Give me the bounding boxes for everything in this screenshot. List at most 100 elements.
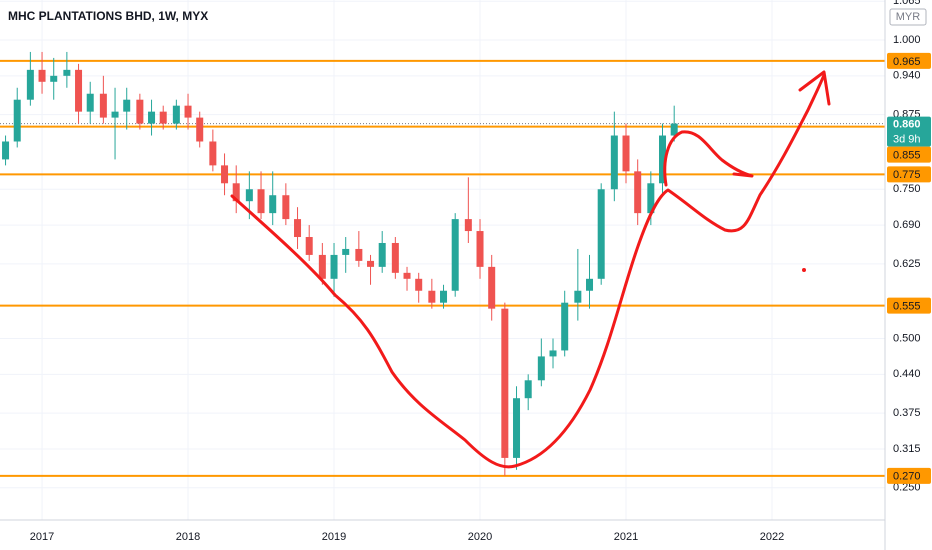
price-axis [885, 0, 932, 520]
candle-body [464, 219, 472, 232]
grid [0, 0, 885, 520]
x-tick-label: 2017 [30, 531, 54, 543]
candle-body [245, 189, 253, 202]
candle-body [2, 141, 10, 160]
candle-body [403, 272, 411, 279]
candle-body [38, 69, 46, 82]
candle-body [561, 302, 569, 351]
y-tick-label: 0.750 [893, 183, 921, 195]
candle-body [148, 111, 156, 124]
level-box [887, 146, 931, 163]
y-tick-label: 0.500 [893, 332, 921, 344]
x-tick-label: 2018 [176, 531, 200, 543]
level-label: 0.555 [893, 301, 921, 313]
dot [802, 268, 806, 272]
level-label: 0.855 [893, 149, 921, 161]
candle-body [294, 219, 302, 238]
candle-body [622, 135, 630, 172]
candle-body [99, 93, 107, 118]
candle-body [524, 380, 532, 399]
level-label: 0.270 [893, 471, 921, 483]
candle-body [367, 260, 375, 267]
candle-body [647, 183, 655, 214]
candle-body [136, 99, 144, 124]
candle-body [634, 171, 642, 214]
candle-body [75, 69, 83, 112]
last-price-label: 0.860 [893, 118, 921, 130]
handle-loop [663, 130, 754, 187]
candle-body [378, 242, 386, 267]
candle-body [342, 248, 350, 255]
y-tick-label: 1.000 [893, 34, 921, 46]
candle-body [597, 189, 605, 279]
y-tick-label: 1.065 [893, 0, 921, 7]
candle-body [549, 350, 557, 357]
candle-body [123, 99, 131, 112]
candle-body [391, 242, 399, 273]
currency-box [889, 8, 927, 26]
y-tick-label: 0.440 [893, 368, 921, 380]
candle-body [111, 111, 119, 118]
cup-drawing [230, 73, 826, 469]
level-box [887, 166, 931, 183]
candle-body [355, 248, 363, 261]
candle-body [610, 135, 618, 190]
candle-body [440, 290, 448, 303]
last-price-box [887, 116, 931, 147]
countdown-label: 3d 9h [893, 133, 921, 145]
chart-title: MHC PLANTATIONS BHD, 1W, MYX [8, 9, 208, 23]
candle-body [501, 308, 509, 458]
candle-body [282, 195, 290, 220]
level-label: 0.775 [893, 169, 921, 181]
candle-body [451, 219, 459, 291]
candle-body [209, 141, 217, 166]
candle-body [488, 266, 496, 309]
x-tick-label: 2019 [322, 531, 346, 543]
candle-body [159, 111, 167, 124]
candle-body [172, 105, 180, 124]
candle-body [586, 278, 594, 291]
y-tick-label: 0.250 [893, 482, 921, 494]
candle-body [257, 189, 265, 214]
candle-body [196, 117, 204, 142]
candle-body [659, 135, 667, 184]
candle-body [221, 165, 229, 184]
candle-body [574, 290, 582, 303]
y-tick-label: 0.315 [893, 443, 921, 455]
x-tick-label: 2022 [760, 531, 784, 543]
candle-body [269, 195, 277, 214]
level-box [887, 467, 931, 484]
candle-body [86, 93, 94, 112]
candle-body [415, 278, 423, 291]
annotations [230, 70, 831, 469]
candle-body [232, 183, 240, 202]
candle-body [305, 237, 313, 255]
y-tick-label: 0.940 [893, 70, 921, 82]
axis-labels: 1.0651.0000.9400.8750.7500.6900.6250.500… [30, 0, 931, 543]
x-tick-label: 2021 [614, 531, 638, 543]
y-tick-label: 0.690 [893, 219, 921, 231]
x-tick-label: 2020 [468, 531, 492, 543]
level-box [887, 297, 931, 314]
candle-body [318, 254, 326, 279]
candle-body [476, 231, 484, 267]
y-tick-label: 0.375 [893, 407, 921, 419]
candle-body [330, 254, 338, 279]
candle-body [513, 398, 521, 458]
candle-body [13, 99, 21, 142]
y-tick-label: 0.625 [893, 258, 921, 270]
candle-body [26, 69, 34, 100]
candles [2, 51, 678, 476]
candle-body [428, 290, 436, 303]
candle-body [184, 105, 192, 118]
candle-body [670, 123, 678, 136]
level-label: 0.965 [893, 56, 921, 68]
level-box [887, 52, 931, 69]
candle-body [63, 69, 71, 76]
candle-body [537, 356, 545, 381]
currency: MYR [896, 11, 921, 23]
arrow-head [798, 70, 831, 106]
candle-body [50, 75, 58, 82]
